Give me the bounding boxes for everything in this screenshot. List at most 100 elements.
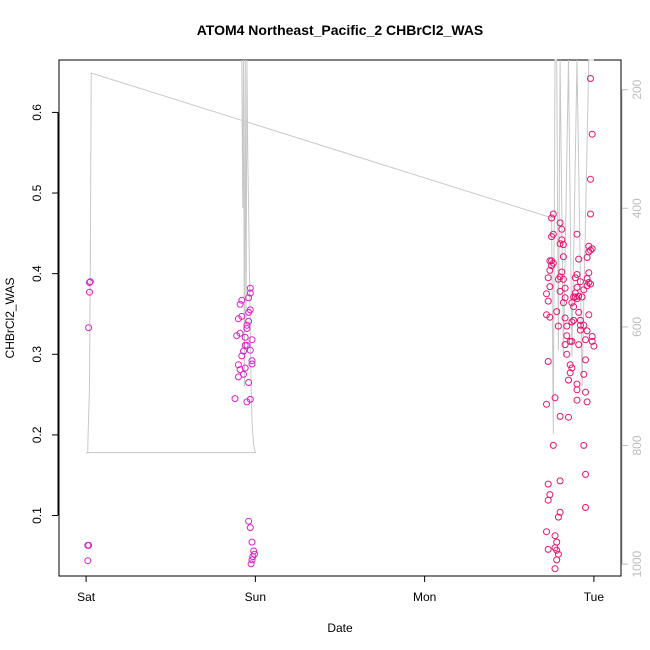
data-point [568,337,576,345]
data-point [551,394,559,402]
data-point [86,279,93,286]
x-tick-label: Sun [245,590,266,604]
data-point [553,538,561,546]
data-point [556,508,564,516]
data-point [565,376,572,384]
data-point [563,332,571,340]
data-point [575,341,583,349]
data-point [549,210,557,218]
data-point [587,280,594,288]
data-point [546,266,554,274]
data-point [573,396,581,404]
data-point [544,358,552,365]
y2-tick-label: 400 [630,198,644,218]
y2-tick-label: 1000 [630,550,644,577]
y2-tick-label: 800 [630,435,644,455]
data-point [561,294,569,302]
x-tick-label: Mon [413,590,436,604]
data-point [583,282,591,290]
data-point [544,496,552,504]
y-tick-label: 0.2 [30,426,44,443]
data-point [249,553,257,561]
data-point [559,299,567,307]
x-axis-label: Date [327,621,353,635]
data-point [561,314,569,322]
data-point [570,303,578,311]
data-point [570,316,578,324]
data-point [558,236,566,244]
data-point [563,322,571,330]
data-point [243,341,251,349]
data-point [566,369,574,377]
data-point [246,284,254,292]
data-point [248,360,256,368]
y2-axis: 200 400 600 800 1000 [621,79,644,577]
data-point [544,480,552,488]
y-tick-label: 0.4 [30,265,44,282]
data-point [571,293,579,301]
data-point [245,517,253,525]
data-point [587,75,594,82]
x-tick-label: Tue [584,590,605,604]
data-point [588,245,596,253]
data-point [248,538,256,546]
pressure-line-0 [86,59,594,454]
data-point [556,412,564,420]
data-point [556,287,564,295]
data-point [544,274,552,282]
data-point [558,225,566,233]
data-point [246,524,254,532]
data-point [576,316,584,324]
data-point [590,342,598,350]
data-point [84,557,92,565]
data-point [583,398,591,406]
data-point [546,283,554,291]
data-point [546,313,554,321]
data-point [238,312,246,320]
data-point [544,545,552,553]
data-point [236,300,244,308]
data-point [573,230,581,238]
data-point [559,253,567,261]
data-point [563,350,571,358]
data-point [575,308,583,316]
y-tick-label: 0.5 [30,184,44,201]
data-point [583,327,591,335]
y2-tick-label: 200 [630,79,644,99]
data-point [246,346,254,354]
data-point [580,370,588,378]
data-point [551,565,559,573]
data-point [246,289,254,297]
data-point [248,357,256,365]
y2-tick-label: 600 [630,317,644,337]
data-point [554,513,562,521]
data-point [241,364,249,372]
data-point [553,308,561,316]
data-point [580,441,588,449]
y-axis-label: CHBrCl2_WAS [3,278,17,359]
data-point [587,210,594,218]
data-point [561,341,569,349]
data-point [588,333,596,340]
x-tick-label: Sat [77,590,96,604]
data-point [548,214,556,222]
data-point [561,284,569,292]
data-point [573,271,581,278]
data-point [576,326,584,334]
y-tick-label: 0.6 [30,104,44,121]
data-point [576,278,584,286]
data-point [573,386,581,394]
data-point [585,269,593,277]
data-point [248,556,256,564]
data-point [565,413,572,421]
data-point [245,379,253,386]
data-point [556,219,564,227]
scatter-points [84,75,598,573]
data-point [245,317,253,325]
data-point [248,336,256,344]
chart-title: ATOM4 Northeast_Pacific_2 CHBrCl2_WAS [197,22,484,38]
data-point [549,230,557,238]
y-axis: 0.1 0.2 0.3 0.4 0.5 0.6 [30,104,59,524]
data-point [546,491,554,499]
data-point [582,504,589,511]
